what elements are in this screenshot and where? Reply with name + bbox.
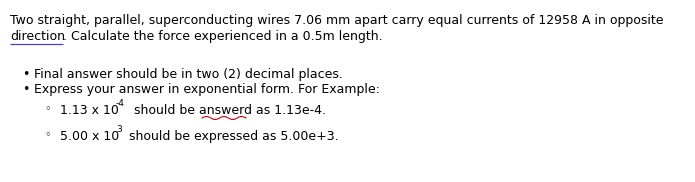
Text: •: • bbox=[22, 83, 29, 96]
Text: 5.00 x 10: 5.00 x 10 bbox=[60, 130, 120, 143]
Text: direction: direction bbox=[10, 30, 65, 43]
Text: 3: 3 bbox=[116, 125, 122, 134]
Text: ◦: ◦ bbox=[44, 104, 51, 114]
Text: Final answer should be in two (2) decimal places.: Final answer should be in two (2) decima… bbox=[34, 68, 343, 81]
Text: 1.13 x 10: 1.13 x 10 bbox=[60, 104, 119, 117]
Text: should be expressed as 5.00e+3.: should be expressed as 5.00e+3. bbox=[125, 130, 338, 143]
Text: . Calculate the force experienced in a 0.5m length.: . Calculate the force experienced in a 0… bbox=[63, 30, 383, 43]
Text: Express your answer in exponential form. For Example:: Express your answer in exponential form.… bbox=[34, 83, 380, 96]
Text: •: • bbox=[22, 68, 29, 81]
Text: -4: -4 bbox=[116, 99, 125, 108]
Text: should be answerd as 1.13e-4.: should be answerd as 1.13e-4. bbox=[130, 104, 326, 117]
Text: ◦: ◦ bbox=[44, 130, 51, 140]
Text: Two straight, parallel, superconducting wires 7.06 mm apart carry equal currents: Two straight, parallel, superconducting … bbox=[10, 14, 664, 27]
